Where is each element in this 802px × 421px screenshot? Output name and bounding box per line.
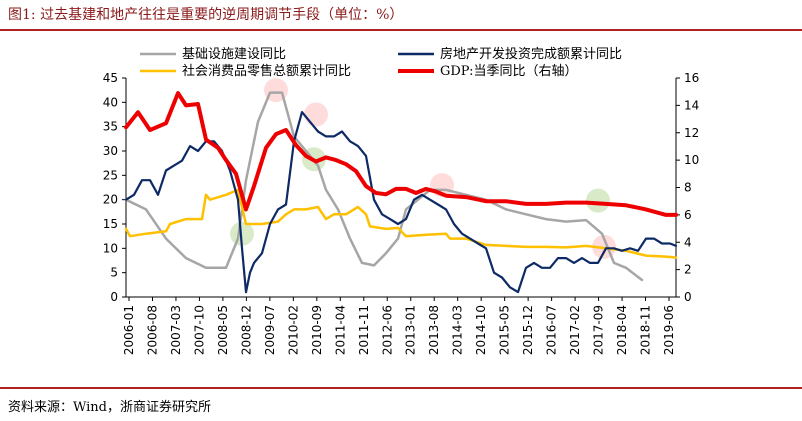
- x-tick-label-6: 2009-07: [263, 305, 277, 355]
- x-tick-label-13: 2013-08: [427, 305, 441, 355]
- right-tick-label-8: 16: [684, 71, 699, 85]
- title-divider: [0, 29, 802, 31]
- right-tick-label-1: 2: [684, 263, 692, 277]
- x-tick-label-17: 2015-12: [521, 305, 535, 355]
- x-tick-label-12: 2013-01: [404, 305, 418, 355]
- x-tick-label-10: 2011-11: [357, 305, 371, 355]
- legend-label-1: 房地产开发投资完成额累计同比: [440, 46, 622, 62]
- legend-label-3: GDP:当季同比（右轴）: [440, 64, 577, 79]
- left-tick-label-3: 15: [103, 217, 118, 231]
- x-tick-label-5: 2008-12: [239, 305, 253, 355]
- right-tick-label-7: 14: [684, 98, 699, 112]
- left-tick-label-9: 45: [103, 71, 118, 85]
- series-line-2: [124, 188, 678, 259]
- legend-label-0: 基础设施建设同比: [182, 47, 286, 62]
- footer-divider: [0, 387, 802, 389]
- right-tick-label-3: 6: [684, 208, 692, 222]
- highlight-marker-2: [304, 102, 328, 127]
- right-tick-label-4: 8: [684, 181, 692, 195]
- left-tick-label-1: 5: [110, 266, 118, 280]
- highlight-marker-5: [586, 188, 610, 213]
- left-tick-label-4: 20: [103, 193, 118, 207]
- x-tick-label-9: 2011-04: [333, 305, 347, 355]
- left-tick-label-0: 0: [110, 290, 118, 304]
- right-tick-label-6: 12: [684, 126, 699, 140]
- x-tick-label-8: 2010-09: [310, 305, 324, 355]
- legend-label-2: 社会消费品零售总额累计同比: [182, 63, 351, 79]
- left-tick-label-5: 25: [103, 168, 118, 182]
- highlight-marker-0: [230, 221, 254, 246]
- x-tick-label-1: 2006-08: [145, 305, 159, 355]
- x-tick-label-23: 2019-06: [662, 305, 676, 355]
- series-line-0: [124, 91, 644, 282]
- x-tick-label-4: 2008-05: [216, 305, 230, 355]
- chart-title: 图1: 过去基建和地产往往是重要的逆周期调节手段（单位：%）: [8, 7, 404, 23]
- right-tick-label-0: 0: [684, 290, 692, 304]
- left-tick-label-6: 30: [103, 144, 118, 158]
- x-tick-label-20: 2017-09: [592, 305, 606, 355]
- x-tick-label-15: 2014-10: [474, 305, 488, 355]
- x-tick-label-11: 2012-06: [380, 305, 394, 355]
- x-tick-label-2: 2007-03: [169, 305, 183, 355]
- left-tick-label-7: 35: [103, 120, 118, 134]
- x-tick-label-21: 2018-04: [615, 305, 629, 355]
- series-line-3: [124, 91, 678, 217]
- x-tick-label-0: 2006-01: [122, 305, 136, 355]
- x-tick-label-7: 2010-02: [286, 305, 300, 355]
- source-note: 资料来源：Wind，浙商证券研究所: [8, 400, 211, 415]
- left-tick-label-8: 40: [103, 95, 118, 109]
- x-tick-label-16: 2015-05: [498, 305, 512, 355]
- x-tick-label-22: 2018-11: [639, 305, 653, 355]
- x-tick-label-3: 2007-10: [192, 305, 206, 355]
- x-tick-label-18: 2016-07: [545, 305, 559, 355]
- x-tick-label-14: 2014-03: [451, 305, 465, 355]
- right-tick-label-5: 10: [684, 153, 699, 167]
- x-tick-label-19: 2017-02: [568, 305, 582, 355]
- right-tick-label-2: 4: [684, 235, 692, 249]
- left-tick-label-2: 10: [103, 241, 118, 255]
